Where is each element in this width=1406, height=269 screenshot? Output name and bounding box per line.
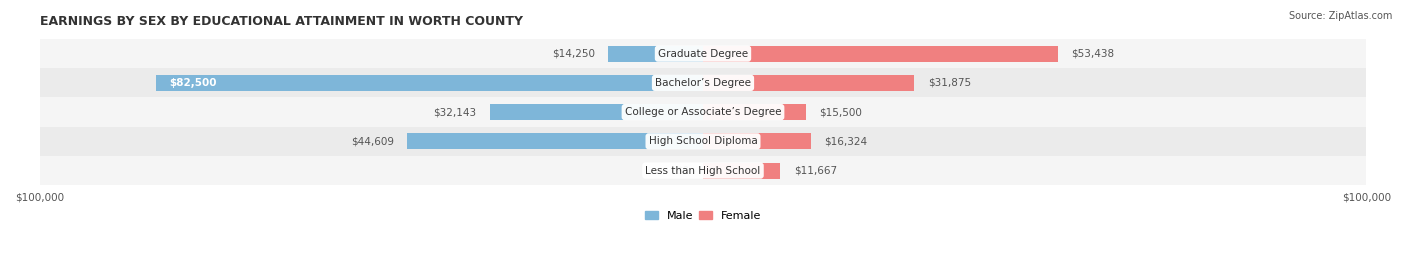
Bar bbox=[408, 133, 703, 149]
Text: $31,875: $31,875 bbox=[928, 78, 972, 88]
Bar bbox=[39, 97, 1367, 127]
Text: $82,500: $82,500 bbox=[169, 78, 217, 88]
Text: $44,609: $44,609 bbox=[350, 136, 394, 146]
Bar bbox=[703, 133, 811, 149]
Text: $32,143: $32,143 bbox=[433, 107, 477, 117]
Text: Source: ZipAtlas.com: Source: ZipAtlas.com bbox=[1288, 11, 1392, 21]
Text: $14,250: $14,250 bbox=[553, 49, 595, 59]
Bar bbox=[156, 75, 703, 91]
Bar bbox=[39, 39, 1367, 68]
Bar bbox=[39, 127, 1367, 156]
Bar bbox=[703, 46, 1057, 62]
Bar bbox=[703, 162, 780, 179]
Text: High School Diploma: High School Diploma bbox=[648, 136, 758, 146]
Bar bbox=[703, 104, 806, 120]
Bar bbox=[489, 104, 703, 120]
Text: Bachelor’s Degree: Bachelor’s Degree bbox=[655, 78, 751, 88]
Text: $16,324: $16,324 bbox=[824, 136, 868, 146]
Text: Less than High School: Less than High School bbox=[645, 166, 761, 176]
Text: $0: $0 bbox=[676, 166, 690, 176]
Bar bbox=[39, 156, 1367, 185]
Bar bbox=[39, 68, 1367, 97]
Bar bbox=[703, 75, 914, 91]
Text: Graduate Degree: Graduate Degree bbox=[658, 49, 748, 59]
Legend: Male, Female: Male, Female bbox=[640, 206, 766, 225]
Text: $53,438: $53,438 bbox=[1071, 49, 1114, 59]
Text: College or Associate’s Degree: College or Associate’s Degree bbox=[624, 107, 782, 117]
Text: EARNINGS BY SEX BY EDUCATIONAL ATTAINMENT IN WORTH COUNTY: EARNINGS BY SEX BY EDUCATIONAL ATTAINMEN… bbox=[39, 15, 523, 28]
Text: $15,500: $15,500 bbox=[820, 107, 862, 117]
Text: $11,667: $11,667 bbox=[793, 166, 837, 176]
Bar bbox=[609, 46, 703, 62]
